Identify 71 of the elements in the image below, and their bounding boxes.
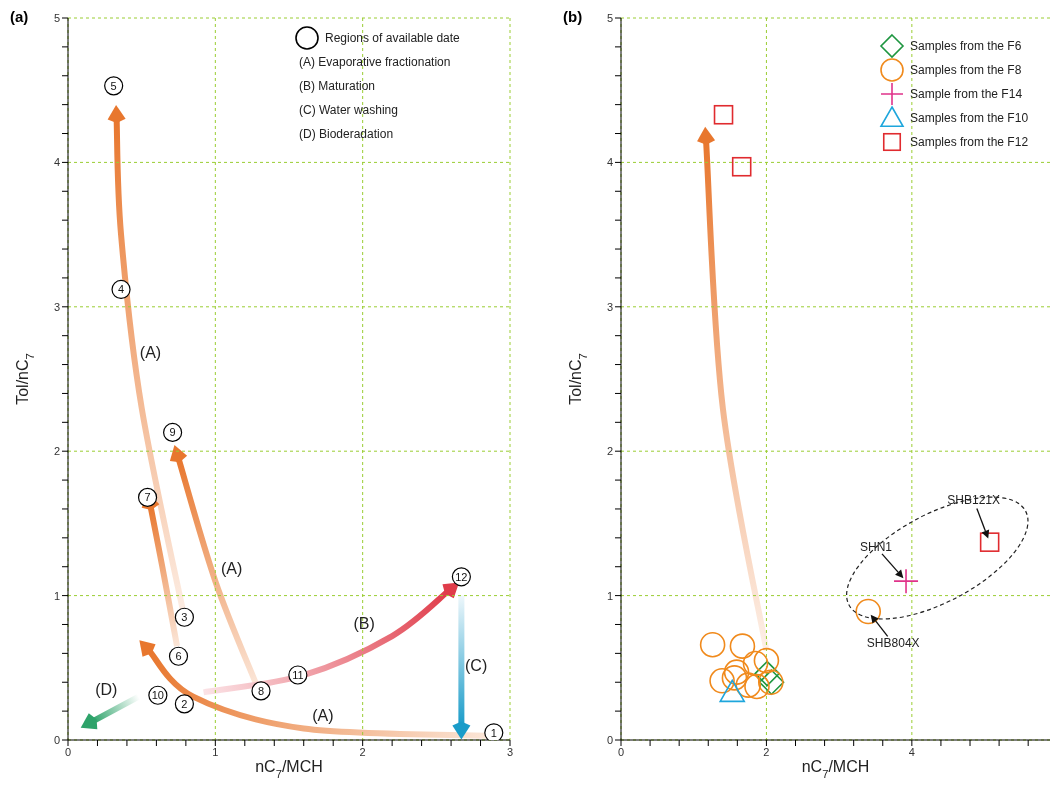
point xyxy=(709,668,735,694)
annotation: SHB804X xyxy=(866,636,920,651)
annotation: (A) Evaporative fractionation xyxy=(299,55,451,69)
point xyxy=(753,647,780,674)
x-tick-label: 2 xyxy=(359,745,366,758)
annotation: (A) xyxy=(139,343,162,361)
legend-label: Regions of available date xyxy=(325,31,461,45)
y-tick-label: 2 xyxy=(606,445,613,458)
annotation: (C) xyxy=(465,656,488,674)
y-tick-label: 5 xyxy=(606,11,613,24)
x-tick-label: 4 xyxy=(908,745,915,758)
x-tick-label: 3 xyxy=(506,745,514,758)
y-tick-label: 0 xyxy=(606,733,613,746)
annotation: (C) Water washing xyxy=(299,103,398,117)
y-tick-label: 1 xyxy=(606,589,613,602)
point xyxy=(855,598,882,625)
chart-title: (b) xyxy=(563,8,583,25)
point xyxy=(713,104,734,125)
legend-label: Samples from the F12 xyxy=(910,135,1029,149)
legend-label: Samples from the F10 xyxy=(910,111,1029,125)
y-tick-label: 4 xyxy=(53,156,60,169)
annotation: 9 xyxy=(169,426,176,439)
annotation: (A) xyxy=(220,560,243,578)
point xyxy=(699,631,726,658)
point xyxy=(719,679,746,703)
annotation: SHN1 xyxy=(860,540,893,555)
legend-label: Samples from the F6 xyxy=(910,39,1022,53)
annotation: 7 xyxy=(144,491,151,504)
x-axis-title: nC$_{7}$/MCH xyxy=(801,758,870,780)
annotation: SHB121X xyxy=(947,493,1000,508)
point xyxy=(744,673,770,700)
annotation: 3 xyxy=(181,611,188,624)
point xyxy=(137,487,158,508)
y-tick-label: 3 xyxy=(606,300,613,313)
point xyxy=(729,633,756,659)
annotation: 8 xyxy=(257,684,265,697)
point xyxy=(731,156,752,177)
y-tick-label: 2 xyxy=(53,445,60,458)
point xyxy=(721,665,748,691)
point xyxy=(979,532,1000,552)
point xyxy=(723,659,750,685)
annotation: (D) Bioderadation xyxy=(299,127,394,141)
point xyxy=(742,650,769,677)
annotation: 5 xyxy=(110,79,117,92)
annotation: (D) xyxy=(95,681,118,699)
legend-label: Sample from the F14 xyxy=(910,87,1023,101)
x-tick-label: 0 xyxy=(64,745,72,758)
annotation: (B) xyxy=(353,615,375,633)
annotation: (B) Maturation xyxy=(299,79,376,93)
annotation: 6 xyxy=(175,650,182,663)
x-tick-label: 2 xyxy=(763,745,770,758)
y-tick-label: 4 xyxy=(606,156,613,169)
point xyxy=(754,660,780,687)
legend-label: Samples from the F8 xyxy=(910,63,1022,77)
y-tick-label: 5 xyxy=(53,11,60,24)
annotation: 1 xyxy=(490,726,497,739)
y-tick-label: 0 xyxy=(53,733,60,746)
point xyxy=(735,672,762,698)
annotation: 4 xyxy=(117,283,125,296)
annotation: 2 xyxy=(181,697,188,710)
y-tick-label: 3 xyxy=(53,300,60,313)
annotation: 12 xyxy=(455,570,468,583)
annotation: 10 xyxy=(151,689,164,702)
annotation: 11 xyxy=(292,669,304,682)
x-axis-title: nC$_{7}$/MCH xyxy=(255,758,323,780)
x-tick-label: 1 xyxy=(212,745,219,758)
chart-title: (a) xyxy=(10,8,29,25)
x-tick-label: 0 xyxy=(617,745,625,758)
point xyxy=(894,569,919,594)
annotation: (A) xyxy=(312,707,334,725)
y-tick-label: 1 xyxy=(53,589,60,602)
